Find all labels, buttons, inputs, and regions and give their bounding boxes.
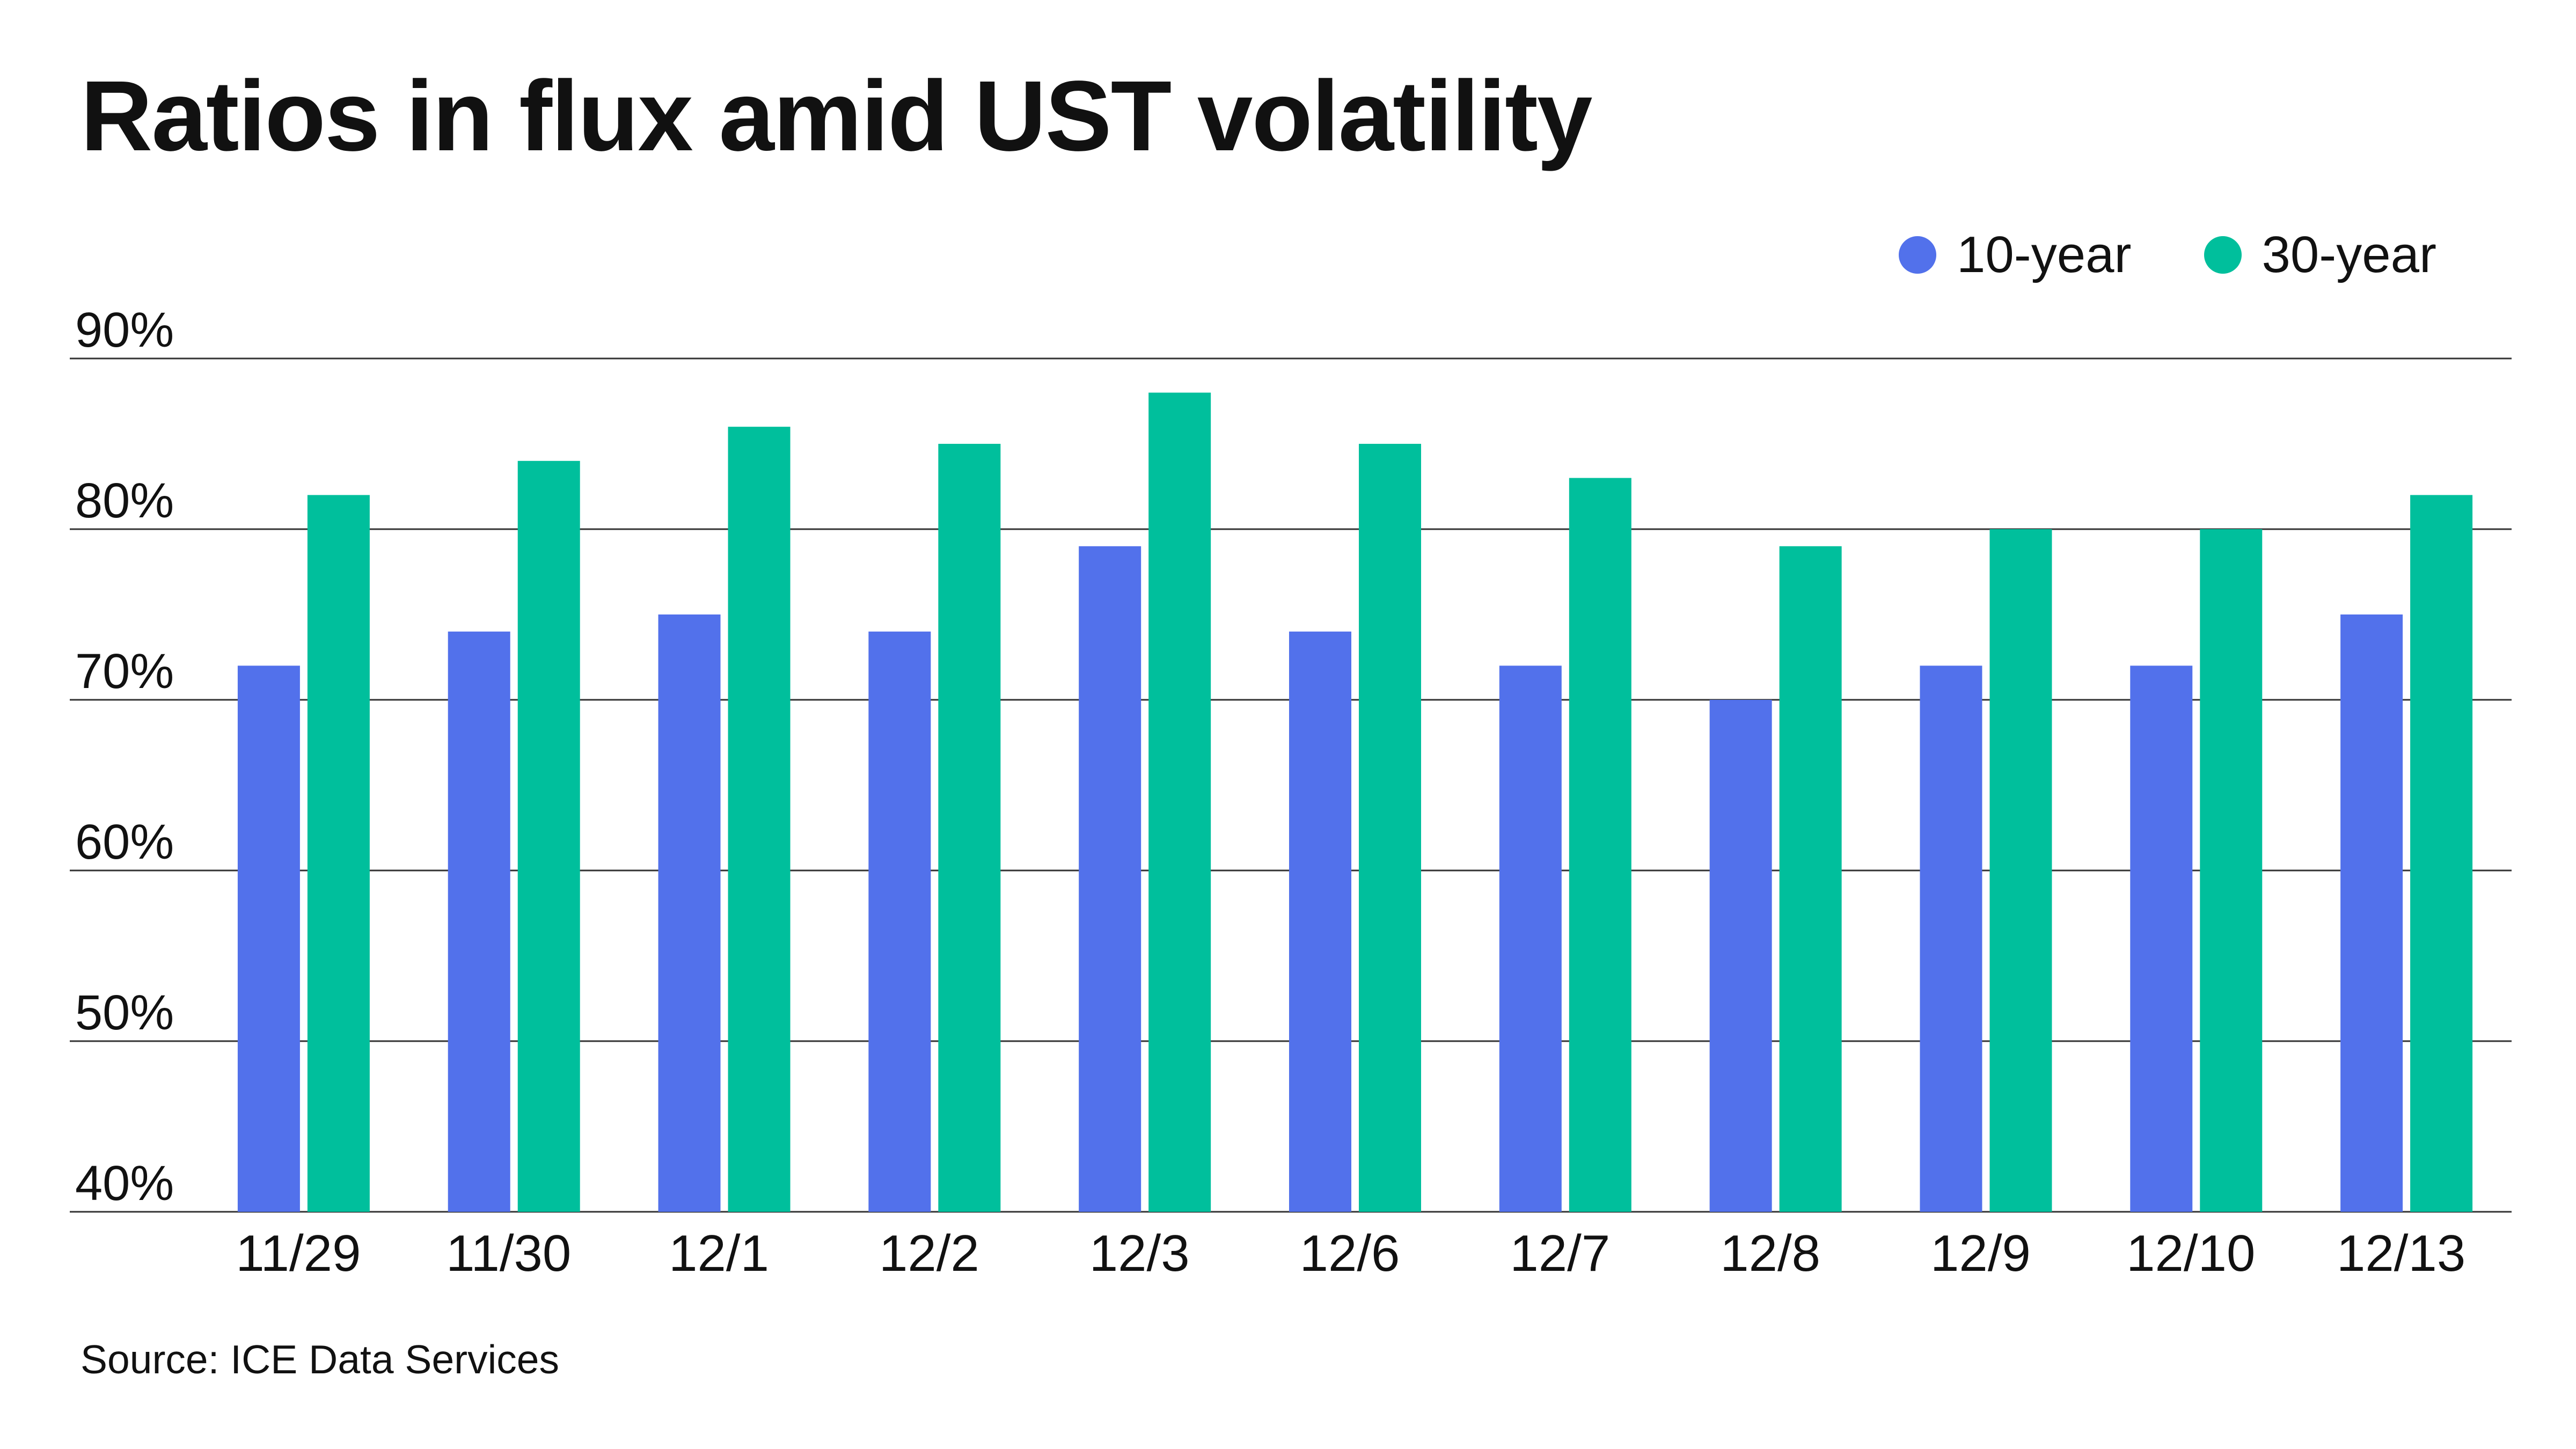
bar-10-year-12-13: [2340, 614, 2403, 1212]
bar-30-year-11-29: [307, 495, 370, 1212]
bar-10-year-12-7: [1499, 665, 1562, 1212]
y-tick-label-90: 90%: [75, 303, 174, 357]
bar-30-year-12-13: [2410, 495, 2473, 1212]
bar-30-year-12-6: [1359, 444, 1421, 1212]
x-tick-label-12-2: 12/2: [879, 1225, 979, 1282]
legend-swatch-30-year: [2204, 236, 2242, 274]
bar-10-year-11-29: [237, 665, 300, 1212]
bar-30-year-12-3: [1148, 392, 1211, 1212]
bar-30-year-11-30: [517, 460, 580, 1212]
legend-item-30-year: 30-year: [2204, 225, 2437, 284]
x-tick-label-12-13: 12/13: [2337, 1225, 2465, 1282]
x-tick-label-12-1: 12/1: [669, 1225, 769, 1282]
y-tick-label-80: 80%: [75, 473, 174, 528]
legend-item-10-year: 10-year: [1899, 225, 2132, 284]
bar-10-year-12-3: [1079, 546, 1141, 1212]
bar-10-year-12-6: [1289, 631, 1351, 1212]
bar-30-year-12-7: [1569, 478, 1631, 1212]
y-tick-label-40: 40%: [75, 1156, 174, 1211]
legend-label-10-year: 10-year: [1957, 226, 2132, 283]
source-note: Source: ICE Data Services: [80, 1337, 560, 1382]
x-tick-label-11-30: 11/30: [446, 1225, 571, 1282]
y-tick-label-70: 70%: [75, 644, 174, 699]
legend: 10-year 30-year: [1826, 225, 2436, 284]
bar-10-year-12-10: [2130, 665, 2193, 1212]
legend-swatch-10-year: [1899, 236, 1936, 274]
chart-title: Ratios in flux amid UST volatility: [80, 61, 1592, 172]
bar-30-year-12-2: [938, 444, 1001, 1212]
bar-30-year-12-9: [1989, 529, 2052, 1212]
bar-10-year-11-30: [448, 631, 510, 1212]
x-tick-label-12-6: 12/6: [1300, 1225, 1400, 1282]
x-tick-label-12-7: 12/7: [1510, 1225, 1610, 1282]
legend-label-30-year: 30-year: [2262, 226, 2437, 283]
x-tick-label-11-29: 11/29: [236, 1225, 361, 1282]
bar-30-year-12-8: [1779, 546, 1842, 1212]
x-tick-label-12-3: 12/3: [1089, 1225, 1190, 1282]
x-tick-label-12-10: 12/10: [2126, 1225, 2255, 1282]
bar-10-year-12-9: [1920, 665, 1982, 1212]
y-tick-label-60: 60%: [75, 815, 174, 869]
x-tick-label-12-9: 12/9: [1930, 1225, 2031, 1282]
bar-30-year-12-10: [2200, 529, 2263, 1212]
x-tick-label-12-8: 12/8: [1720, 1225, 1820, 1282]
y-tick-label-50: 50%: [75, 985, 174, 1040]
bar-10-year-12-8: [1709, 700, 1772, 1212]
bar-10-year-12-2: [868, 631, 931, 1212]
bar-30-year-12-1: [728, 427, 791, 1212]
bar-10-year-12-1: [658, 614, 721, 1212]
